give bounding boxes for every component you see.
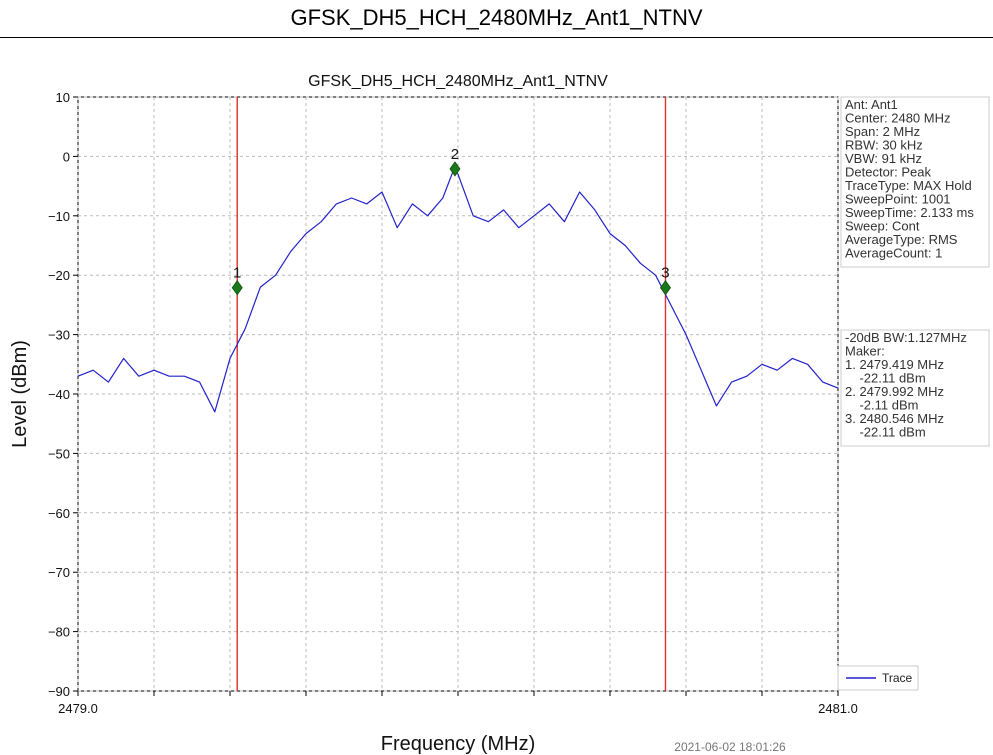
results-line: -2.11 dBm bbox=[845, 398, 918, 413]
settings-line: Sweep: Cont bbox=[845, 219, 920, 234]
page-header: GFSK_DH5_HCH_2480MHz_Ant1_NTNV bbox=[0, 0, 993, 38]
settings-line: AverageType: RMS bbox=[845, 232, 958, 247]
settings-line: Center: 2480 MHz bbox=[845, 111, 951, 126]
x-tick-label: 2479.0 bbox=[58, 701, 98, 716]
results-line: -20dB BW:1.127MHz bbox=[845, 330, 967, 345]
marker-label: 1 bbox=[233, 265, 241, 282]
results-line: 2. 2479.992 MHz bbox=[845, 384, 944, 399]
x-tick-label: 2481.0 bbox=[818, 701, 858, 716]
y-tick-label: −70 bbox=[48, 565, 70, 580]
chart-title: GFSK_DH5_HCH_2480MHz_Ant1_NTNV bbox=[308, 73, 608, 90]
legend-label: Trace bbox=[882, 671, 913, 685]
settings-line: Span: 2 MHz bbox=[845, 124, 920, 139]
y-tick-label: 10 bbox=[56, 90, 70, 105]
y-tick-label: −10 bbox=[48, 209, 70, 224]
results-line: -22.11 dBm bbox=[845, 425, 926, 440]
marker-3 bbox=[659, 280, 671, 296]
y-tick-label: −80 bbox=[48, 625, 70, 640]
settings-line: SweepTime: 2.133 ms bbox=[845, 205, 974, 220]
results-line: 1. 2479.419 MHz bbox=[845, 357, 944, 372]
results-box bbox=[840, 329, 990, 447]
settings-line: AverageCount: 1 bbox=[845, 246, 942, 261]
y-tick-label: −40 bbox=[48, 387, 70, 402]
marker-1 bbox=[231, 280, 243, 296]
settings-line: TraceType: MAX Hold bbox=[845, 178, 972, 193]
results-line: -22.11 dBm bbox=[845, 371, 926, 386]
y-tick-label: −90 bbox=[48, 684, 70, 699]
settings-line: Detector: Peak bbox=[845, 165, 931, 180]
timestamp: 2021-06-02 18:01:26 bbox=[674, 740, 786, 754]
y-tick-label: −20 bbox=[48, 268, 70, 283]
results-line: Maker: bbox=[845, 344, 885, 359]
y-tick-label: −30 bbox=[48, 328, 70, 343]
settings-line: SweepPoint: 1001 bbox=[845, 192, 951, 207]
marker-2 bbox=[449, 161, 461, 177]
marker-label: 3 bbox=[661, 265, 669, 282]
results-line: 3. 2480.546 MHz bbox=[845, 411, 944, 426]
page-header-title: GFSK_DH5_HCH_2480MHz_Ant1_NTNV bbox=[290, 5, 703, 30]
y-axis-title: Level (dBm) bbox=[9, 340, 31, 448]
settings-line: VBW: 91 kHz bbox=[845, 151, 922, 166]
y-tick-label: 0 bbox=[63, 149, 70, 164]
marker-label: 2 bbox=[451, 146, 459, 163]
x-axis-title: Frequency (MHz) bbox=[381, 733, 535, 755]
y-tick-label: −50 bbox=[48, 446, 70, 461]
y-tick-label: −60 bbox=[48, 506, 70, 521]
settings-line: Ant: Ant1 bbox=[845, 97, 898, 112]
settings-line: RBW: 30 kHz bbox=[845, 138, 923, 153]
settings-box bbox=[840, 96, 990, 268]
